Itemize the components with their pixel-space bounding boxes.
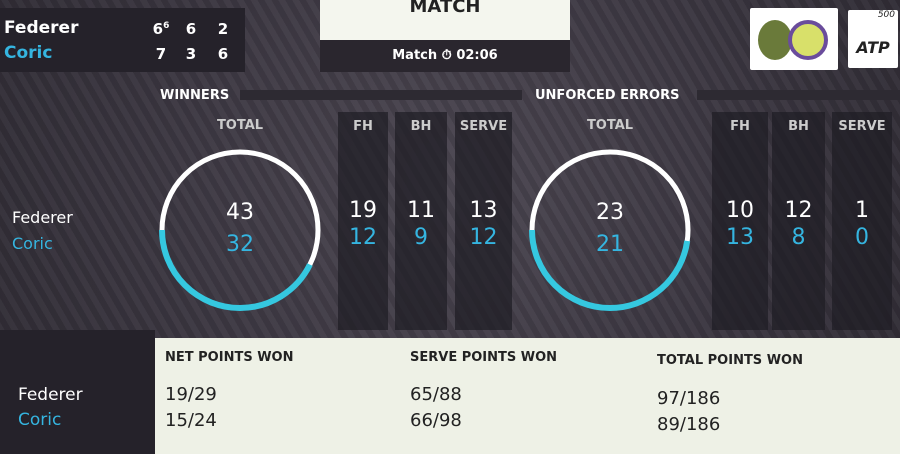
total-points-coric: 89/186 — [657, 414, 721, 435]
errors-column: SERVE 1 0 — [832, 112, 892, 330]
value-federer: 19 — [349, 198, 377, 223]
header-title: MATCH — [320, 0, 570, 40]
ring-coric-share — [529, 149, 691, 311]
errors-title: UNFORCED ERRORS — [535, 88, 680, 103]
value-coric: 12 — [469, 225, 498, 250]
winners-ring — [159, 149, 321, 311]
column-label: BH — [410, 119, 432, 134]
winners-title: WINNERS — [160, 88, 230, 103]
column-label: SERVE — [838, 119, 886, 134]
total-points-federer: 97/186 — [657, 388, 721, 409]
tournament-logo — [750, 8, 838, 70]
player-federer: Federer — [4, 18, 79, 38]
value-coric: 8 — [791, 225, 806, 250]
column-label: FH — [730, 119, 750, 134]
net-points-coric: 15/24 — [165, 410, 217, 431]
player-coric: Coric — [4, 43, 53, 63]
serve-points-label: SERVE POINTS WON — [410, 350, 558, 365]
column-label: BH — [788, 119, 809, 134]
net-points-federer: 19/29 — [165, 384, 217, 405]
column-label: SERVE — [459, 119, 508, 134]
errors-total-label: TOTAL — [586, 118, 634, 133]
bottom-names-panel: Federer Coric — [0, 330, 155, 454]
points-panel: NET POINTS WON 19/29 15/24 SERVE POINTS … — [155, 338, 900, 454]
value-coric: 12 — [349, 225, 377, 250]
errors-column: FH 10 13 — [712, 112, 768, 330]
winners-total-label: TOTAL — [216, 118, 264, 133]
errors-ring — [529, 149, 691, 311]
divider — [697, 90, 900, 100]
set-score: 6 — [217, 45, 229, 63]
match-timer: Match ⏱ 02:06 — [320, 40, 570, 72]
set-score: 2 — [217, 20, 229, 38]
scoreboard: Federer Coric 66 6 2 7 3 6 — [0, 8, 245, 72]
total-points-label: TOTAL POINTS WON — [657, 353, 803, 368]
value-federer: 1 — [855, 198, 869, 223]
value-federer: 12 — [784, 198, 813, 223]
player-coric: Coric — [12, 234, 53, 253]
errors-column: BH 12 8 — [772, 112, 825, 330]
set-score: 6 — [185, 20, 197, 38]
winners-column: FH 19 12 — [338, 112, 388, 330]
value-federer: 11 — [407, 198, 435, 223]
stopwatch-icon: ⏱ — [441, 48, 452, 63]
ring-coric-share — [159, 149, 321, 311]
atp-logo: 500 ATP — [848, 10, 898, 68]
value-federer: 10 — [726, 198, 754, 223]
winners-total-coric: 32 — [226, 232, 254, 257]
set-score: 66 — [152, 20, 170, 38]
winners-total-federer: 43 — [226, 200, 254, 225]
serve-points-coric: 66/98 — [410, 410, 462, 431]
column-label: FH — [353, 119, 373, 134]
winners-column: BH 11 9 — [395, 112, 447, 330]
set-score: 7 — [155, 45, 167, 63]
divider — [240, 90, 522, 100]
value-coric: 0 — [855, 225, 869, 250]
errors-total-federer: 23 — [596, 200, 624, 225]
set-score: 3 — [185, 45, 197, 63]
player-federer: Federer — [18, 385, 83, 405]
serve-points-federer: 65/88 — [410, 384, 462, 405]
value-coric: 9 — [414, 225, 428, 250]
errors-total-coric: 21 — [596, 232, 624, 257]
net-points-label: NET POINTS WON — [165, 350, 294, 365]
player-federer: Federer — [12, 208, 73, 227]
winners-column: SERVE 13 12 — [455, 112, 512, 330]
value-coric: 13 — [726, 225, 754, 250]
player-coric: Coric — [18, 410, 62, 430]
value-federer: 13 — [469, 198, 498, 223]
